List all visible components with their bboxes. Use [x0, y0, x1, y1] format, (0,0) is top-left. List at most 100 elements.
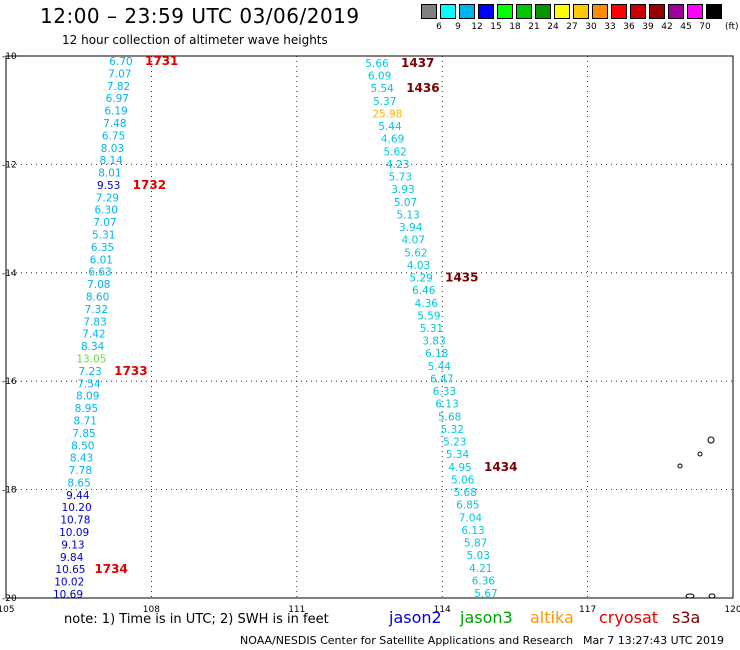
track-east-value: 5.13 [396, 209, 419, 221]
legend-label: 18 [509, 22, 521, 32]
track-east-value: 5.03 [467, 550, 490, 562]
track-west-value: 7.82 [107, 81, 130, 93]
track-west-time-label: 1732 [133, 178, 166, 192]
track-west-value: 10.02 [54, 577, 84, 589]
legend-swatch [516, 4, 532, 19]
track-east-value: 6.18 [425, 348, 448, 360]
satellite-label: jason3 [460, 608, 513, 627]
track-west-value: 7.42 [82, 329, 105, 341]
legend-label: 39 [642, 22, 654, 32]
track-west-value: 8.60 [86, 292, 109, 304]
y-tick-label: -16 [2, 377, 17, 387]
track-west-value: 9.53 [97, 180, 120, 192]
legend-swatch [478, 4, 494, 19]
legend-swatch [535, 4, 551, 19]
x-tick-label: 120 [724, 605, 740, 615]
legend-label: 24 [547, 22, 559, 32]
legend-label: 21 [528, 22, 540, 32]
satellite-label: jason2 [389, 608, 442, 627]
legend-swatch [687, 4, 703, 19]
track-east-value: 5.37 [373, 96, 396, 108]
legend-swatch [440, 4, 456, 19]
track-east-value: 5.29 [409, 273, 432, 285]
track-east-value: 5.66 [365, 58, 389, 70]
track-east-value: 4.03 [407, 260, 430, 272]
track-west-value: 8.09 [76, 391, 99, 403]
track-west-value: 6.63 [88, 267, 111, 279]
x-tick-label: 105 [0, 605, 15, 615]
track-west-value: 7.07 [108, 68, 131, 80]
legend-swatch [668, 4, 684, 19]
satellite-label: altika [530, 608, 574, 627]
track-east-value: 4.95 [448, 462, 471, 474]
track-west-value: 13.05 [76, 353, 106, 365]
legend-swatch [554, 4, 570, 19]
track-east-value: 5.73 [389, 172, 412, 184]
map-frame [5, 55, 734, 599]
track-west-value: 8.65 [67, 477, 90, 489]
track-east-time-label: 1435 [445, 271, 478, 285]
track-east-value: 5.68 [438, 411, 461, 423]
legend-swatch [459, 4, 475, 19]
track-east-value: 25.98 [372, 108, 402, 120]
legend-swatch [649, 4, 665, 19]
map-title: 12:00 – 23:59 UTC 03/06/2019 [40, 4, 360, 28]
track-west-value: 7.07 [93, 217, 116, 229]
legend-swatch [630, 4, 646, 19]
track-east-time-label: 1437 [401, 56, 434, 70]
track-west-time-label: 1734 [94, 562, 127, 576]
track-east-value: 6.13 [435, 399, 458, 411]
track-west-value: 6.35 [91, 242, 114, 254]
track-east-value: 6.13 [461, 525, 484, 537]
track-east-value: 5.44 [378, 121, 402, 133]
island-outline [707, 436, 715, 444]
track-west-value: 10.78 [60, 515, 90, 527]
track-east-time-label: 1436 [406, 81, 439, 95]
legend-label: 45 [680, 22, 692, 32]
track-west-value: 10.20 [62, 502, 92, 514]
track-east-time-label: 1434 [484, 460, 517, 474]
track-west-value: 10.65 [55, 564, 85, 576]
island-outline [708, 593, 716, 599]
y-tick-label: -10 [2, 52, 17, 62]
track-west-value: 8.95 [75, 403, 98, 415]
x-tick-label: 108 [143, 605, 160, 615]
track-west-value: 7.23 [78, 366, 101, 378]
track-east-value: 6.85 [456, 500, 479, 512]
track-east-value: 4.21 [469, 563, 492, 575]
track-west-value: 7.29 [96, 192, 119, 204]
track-west-value: 5.31 [92, 230, 115, 242]
track-east-value: 4.36 [415, 298, 439, 310]
legend-label: 30 [585, 22, 597, 32]
y-tick-label: -20 [2, 594, 17, 604]
y-tick-label: -14 [2, 269, 17, 279]
legend-label: 12 [471, 22, 483, 32]
track-west-value: 7.85 [72, 428, 95, 440]
legend-swatch [573, 4, 589, 19]
legend-label: 6 [436, 22, 442, 32]
legend-label: 9 [455, 22, 461, 32]
track-west-value: 7.78 [69, 465, 92, 477]
track-west-value: 8.71 [74, 415, 97, 427]
track-east-value: 6.47 [430, 373, 453, 385]
track-east-value: 5.06 [451, 474, 475, 486]
x-tick-label: 114 [434, 605, 451, 615]
track-west-value: 7.32 [85, 304, 108, 316]
track-east-value: 6.09 [368, 71, 391, 83]
track-west-value: 8.14 [99, 155, 123, 167]
track-east-value: 5.31 [420, 323, 443, 335]
credit-text: NOAA/NESDIS Center for Satellite Applica… [240, 634, 574, 647]
legend-label: 33 [604, 22, 616, 32]
legend-swatch [592, 4, 608, 19]
track-east-value: 5.23 [443, 437, 466, 449]
track-east-value: 6.36 [472, 575, 496, 587]
track-west-time-label: 1733 [114, 364, 147, 378]
track-west-value: 9.44 [66, 490, 90, 502]
generated-timestamp: Mar 7 13:27:43 UTC 2019 [583, 634, 724, 647]
x-tick-label: 117 [579, 605, 596, 615]
satellite-label: cryosat [599, 608, 659, 627]
track-west-value: 8.34 [81, 341, 105, 353]
track-east-value: 5.32 [441, 424, 464, 436]
track-east-value: 5.34 [446, 449, 470, 461]
